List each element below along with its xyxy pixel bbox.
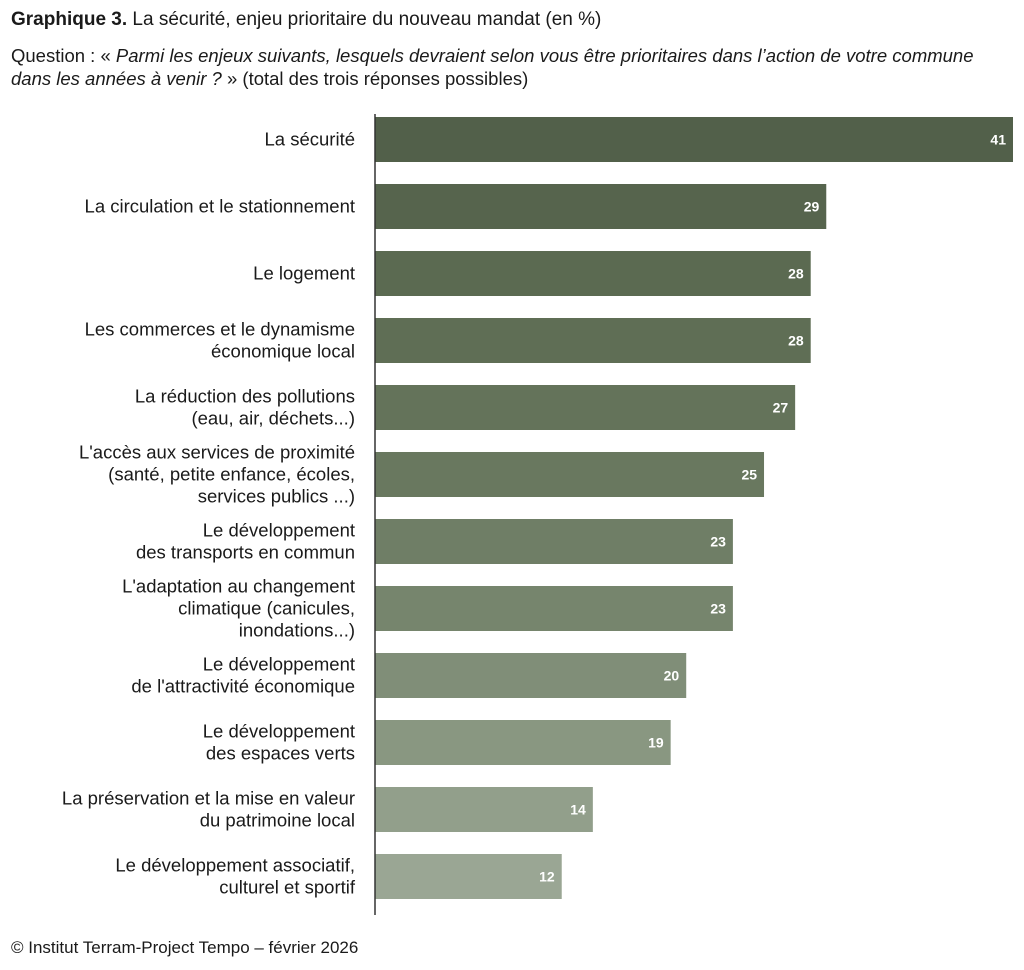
bar-4	[375, 318, 811, 363]
bar-6	[375, 452, 765, 497]
category-label-12: Le développement associatif, culturel et …	[115, 855, 355, 898]
bar-value-label-11: 14	[570, 802, 586, 818]
category-label-line: du patrimoine local	[200, 810, 355, 831]
category-label-line: La réduction des pollutions	[135, 386, 355, 407]
bar-value-label-1: 41	[990, 132, 1006, 148]
category-label-line: culturel et sportif	[219, 877, 356, 898]
bar-5	[375, 385, 796, 430]
chart-question: Question : « Parmi les enjeux suivants, …	[11, 44, 1011, 90]
bar-value-label-5: 27	[773, 400, 789, 416]
category-label-6: L'accès aux services de proximité (santé,…	[79, 442, 355, 507]
chart-title: Graphique 3. La sécurité, enjeu priorita…	[11, 9, 601, 31]
category-label-1: La sécurité	[265, 129, 356, 150]
bar-value-label-9: 20	[664, 668, 680, 684]
category-label-11: La préservation et la mise en valeur du p…	[62, 788, 355, 831]
category-label-line: Le développement	[203, 520, 355, 541]
bar-value-label-3: 28	[788, 266, 804, 282]
category-label-2: La circulation et le stationnement	[85, 196, 355, 217]
bar-value-label-7: 23	[710, 534, 726, 550]
category-label-9: Le développement de l'attractivité économ…	[131, 654, 355, 697]
bar-11	[375, 787, 593, 832]
category-label-line: L'accès aux services de proximité	[79, 442, 355, 463]
category-label-5: La réduction des pollutions (eau, air, dé…	[135, 386, 355, 429]
bar-value-label-12: 12	[539, 869, 555, 885]
category-label-line: services publics ...)	[198, 486, 355, 507]
chart-title-number: Graphique 3.	[11, 9, 128, 30]
category-label-line: Le développement associatif,	[115, 855, 355, 876]
bar-value-label-4: 28	[788, 333, 804, 349]
category-label-line: des transports en commun	[136, 542, 355, 563]
question-prefix: Question : «	[11, 45, 116, 66]
category-label-line: La préservation et la mise en valeur	[62, 788, 355, 809]
category-label-7: Le développement des transports en commun	[136, 520, 355, 563]
category-label-line: économique local	[211, 341, 355, 362]
category-label-4: Les commerces et le dynamisme économique …	[85, 319, 355, 362]
bar-value-label-2: 29	[804, 199, 820, 215]
category-label-line: Les commerces et le dynamisme	[85, 319, 355, 340]
bar-8	[375, 586, 733, 631]
bar-10	[375, 720, 671, 765]
category-label-line: (santé, petite enfance, écoles,	[108, 464, 355, 485]
bar-3	[375, 251, 811, 296]
category-label-line: La sécurité	[265, 129, 356, 150]
source-credit: © Institut Terram-Project Tempo – févrie…	[11, 938, 359, 957]
category-label-8: L'adaptation au changement climatique (ca…	[122, 576, 355, 641]
bar-12	[375, 854, 562, 899]
chart-title-text: La sécurité, enjeu prioritaire du nouvea…	[127, 9, 602, 30]
category-label-line: de l'attractivité économique	[131, 676, 355, 697]
bar-value-label-6: 25	[741, 467, 757, 483]
bar-1	[375, 117, 1013, 162]
category-label-line: inondations...)	[239, 620, 355, 641]
bar-2	[375, 184, 827, 229]
question-text: Parmi les enjeux suivants, lesquels devr…	[11, 45, 974, 89]
category-label-line: La circulation et le stationnement	[85, 196, 355, 217]
category-label-line: des espaces verts	[206, 743, 355, 764]
category-label-line: climatique (canicules,	[178, 598, 355, 619]
bar-chart: 41 La sécurité 29 La circulation et le stat…	[62, 114, 1013, 915]
bar-9	[375, 653, 687, 698]
category-label-10: Le développement des espaces verts	[203, 721, 355, 764]
category-label-line: Le développement	[203, 654, 355, 675]
category-label-line: (eau, air, déchets...)	[191, 408, 355, 429]
category-label-line: Le développement	[203, 721, 355, 742]
category-label-line: Le logement	[253, 263, 355, 284]
category-label-line: L'adaptation au changement	[122, 576, 355, 597]
bar-value-label-10: 19	[648, 735, 664, 751]
question-suffix: » (total des trois réponses possibles)	[221, 68, 529, 89]
category-label-3: Le logement	[253, 263, 355, 284]
bar-7	[375, 519, 733, 564]
bar-value-label-8: 23	[710, 601, 726, 617]
